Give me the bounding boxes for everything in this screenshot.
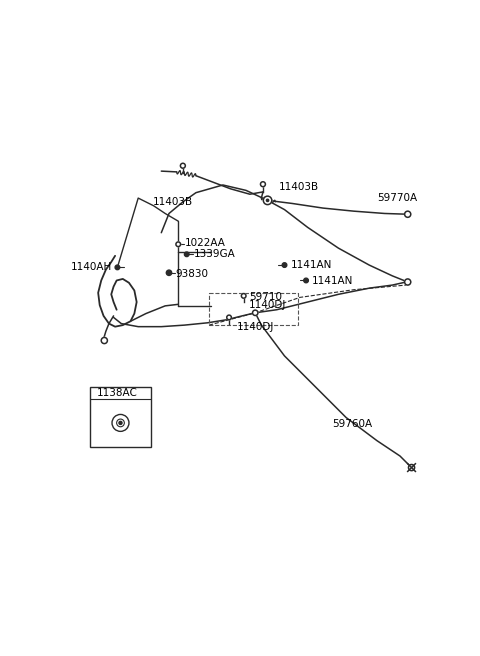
Circle shape bbox=[282, 263, 287, 268]
Text: 1140AH: 1140AH bbox=[71, 262, 112, 272]
Circle shape bbox=[227, 315, 231, 319]
Bar bbox=[90, 387, 151, 447]
Circle shape bbox=[264, 196, 272, 205]
Text: 1140DJ: 1140DJ bbox=[249, 300, 287, 310]
Circle shape bbox=[184, 252, 189, 256]
Circle shape bbox=[408, 464, 415, 470]
Circle shape bbox=[176, 242, 180, 247]
Text: 1022AA: 1022AA bbox=[184, 237, 225, 248]
Circle shape bbox=[119, 421, 122, 424]
Text: 11403B: 11403B bbox=[153, 197, 193, 207]
Circle shape bbox=[117, 419, 124, 427]
Circle shape bbox=[180, 163, 185, 168]
Text: 1141AN: 1141AN bbox=[291, 260, 332, 270]
Text: 1140DJ: 1140DJ bbox=[237, 321, 274, 332]
Circle shape bbox=[405, 279, 411, 285]
Circle shape bbox=[112, 415, 129, 432]
Circle shape bbox=[304, 278, 308, 283]
Bar bbox=[209, 293, 298, 325]
Circle shape bbox=[405, 211, 411, 217]
Circle shape bbox=[252, 310, 258, 316]
Circle shape bbox=[166, 270, 172, 276]
Text: 59760A: 59760A bbox=[332, 419, 372, 428]
Circle shape bbox=[101, 337, 108, 344]
Circle shape bbox=[241, 293, 246, 298]
Text: 1138AC: 1138AC bbox=[96, 388, 137, 398]
Text: 1339GA: 1339GA bbox=[193, 249, 235, 259]
Text: 11403B: 11403B bbox=[278, 182, 318, 192]
Circle shape bbox=[261, 182, 265, 187]
Circle shape bbox=[115, 265, 120, 270]
Text: 1141AN: 1141AN bbox=[312, 276, 354, 286]
Text: 59770A: 59770A bbox=[377, 193, 417, 203]
Text: 59710: 59710 bbox=[249, 292, 282, 302]
Circle shape bbox=[266, 199, 269, 201]
Text: 93830: 93830 bbox=[175, 270, 208, 279]
